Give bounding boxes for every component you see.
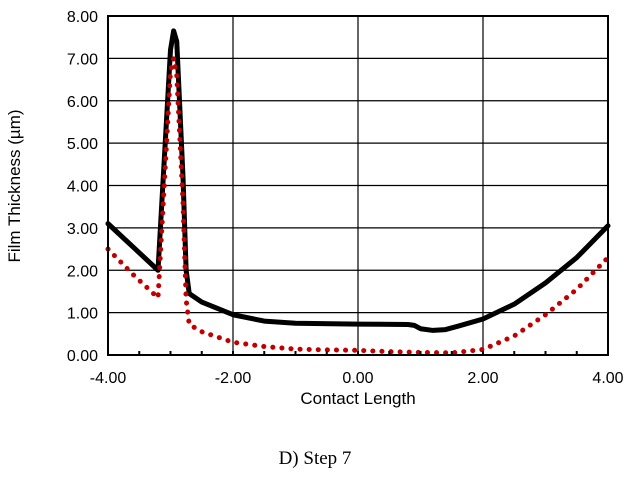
x-tick-label: 2.00 [467,370,498,387]
y-tick-label: 4.00 [67,179,98,196]
series-layer [105,28,611,356]
x-tick-label: 4.00 [592,370,623,387]
y-tick-label: 8.00 [67,9,98,26]
film-thickness-chart: 0.00 1.00 2.00 3.00 4.00 5.00 6.00 7.00 8.00 -4.0… [5,9,624,408]
y-tick-label: 7.00 [67,51,98,68]
tick-labels: 0.00 1.00 2.00 3.00 4.00 5.00 6.00 7.00 8.00 -4.0… [67,9,624,387]
y-tick-label: 3.00 [67,221,98,238]
figure-caption: D) Step 7 [278,448,352,469]
dotted-series-line [105,55,611,356]
y-tick-label: 2.00 [67,263,98,280]
solid-series-line [105,28,611,333]
x-axis-label: Contact Length [300,389,415,408]
y-tick-label: 5.00 [67,136,98,153]
y-axis-label: Film Thickness (µm) [5,109,24,262]
y-tick-label: 0.00 [67,348,98,365]
x-tick-label: 0.00 [342,370,373,387]
x-tick-label: -2.00 [215,370,252,387]
x-tick-label: -4.00 [90,370,127,387]
y-tick-label: 6.00 [67,94,98,111]
y-tick-label: 1.00 [67,306,98,323]
